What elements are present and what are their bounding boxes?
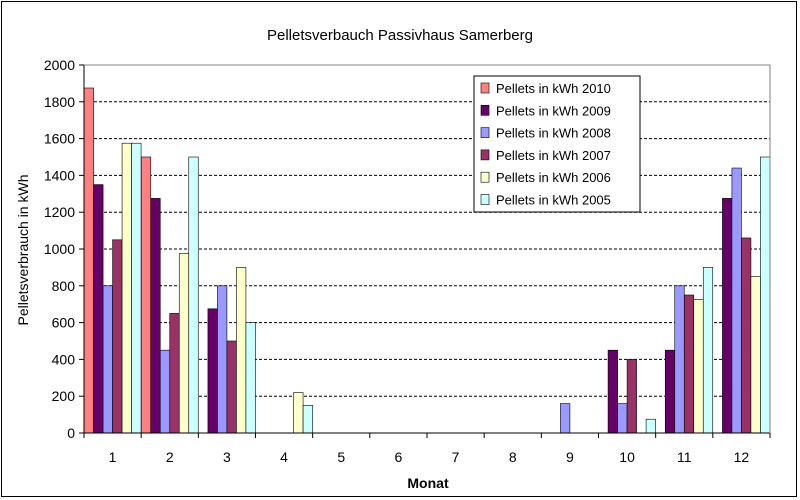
bar [626, 359, 637, 434]
bar [617, 403, 628, 434]
bar [131, 142, 142, 434]
x-tick-label: 8 [509, 449, 517, 465]
bar [178, 253, 190, 434]
legend-label: Pellets in kWh 2010 [496, 81, 611, 96]
bar [731, 167, 742, 434]
bar [693, 299, 704, 434]
bar [674, 285, 685, 434]
x-tick-label: 12 [734, 449, 750, 465]
y-tick-label: 1200 [44, 204, 75, 220]
bar [741, 237, 752, 434]
legend-swatch [480, 194, 490, 205]
bar [664, 349, 676, 434]
y-tick-label: 800 [52, 278, 76, 294]
y-axis-title: Pelletsverbrauch in kWh [15, 175, 31, 326]
bar [607, 349, 618, 434]
bar [102, 285, 113, 434]
bar [207, 308, 218, 434]
x-tick-label: 3 [223, 449, 231, 465]
bar [140, 156, 152, 434]
chart-title: Pelletsverbauch Passivhaus Samerberg [267, 27, 533, 44]
bar [293, 392, 304, 434]
bar [159, 349, 171, 434]
x-tick-label: 4 [280, 449, 288, 465]
bar [722, 198, 733, 434]
bar [188, 156, 199, 434]
y-tick-label: 600 [52, 315, 76, 331]
legend-box [473, 75, 641, 213]
y-tick-label: 1000 [44, 241, 75, 257]
x-tick-label: 1 [109, 449, 117, 465]
legend-label: Pellets in kWh 2007 [496, 148, 611, 163]
bar [560, 403, 571, 434]
bar [83, 87, 94, 434]
bar [150, 198, 161, 434]
x-tick-label: 10 [619, 449, 635, 465]
y-tick-label: 0 [67, 425, 75, 441]
bar [169, 313, 180, 434]
legend-label: Pellets in kWh 2009 [496, 103, 611, 118]
x-tick-label: 7 [452, 449, 460, 465]
legend-swatch [480, 149, 490, 161]
x-tick-label: 6 [395, 449, 403, 465]
bar [226, 340, 237, 434]
bar [217, 285, 228, 434]
bar [683, 294, 695, 434]
legend-label: Pellets in kWh 2005 [496, 193, 611, 208]
bar [245, 322, 256, 434]
legend-swatch [480, 105, 490, 116]
y-tick-label: 1800 [44, 94, 75, 110]
legend-label: Pellets in kWh 2006 [496, 170, 611, 185]
x-axis-title: Monat [407, 475, 449, 491]
x-tick-label: 5 [337, 449, 345, 465]
legend-label: Pellets in kWh 2008 [496, 126, 611, 141]
bar [302, 405, 313, 434]
x-tick-label: 2 [166, 449, 174, 465]
bar [760, 156, 771, 434]
y-tick-label: 2000 [44, 57, 75, 73]
x-tick-label: 11 [677, 449, 692, 465]
legend: Pellets in kWh 2010 Pellets in kWh 2009 Pe… [473, 75, 641, 213]
bar [112, 239, 123, 434]
legend-swatch [480, 127, 490, 138]
bar [702, 267, 714, 434]
y-tick-label: 1600 [44, 131, 75, 147]
y-tick-label: 200 [52, 388, 76, 404]
bar [750, 276, 761, 434]
bar [645, 418, 656, 434]
bar [236, 267, 247, 434]
bar [121, 142, 132, 434]
y-tick-label: 400 [52, 351, 76, 367]
x-tick-label: 9 [566, 449, 574, 465]
legend-swatch [480, 171, 490, 183]
legend-swatch [480, 82, 490, 94]
y-tick-label: 1400 [44, 167, 75, 183]
bar [93, 184, 104, 434]
